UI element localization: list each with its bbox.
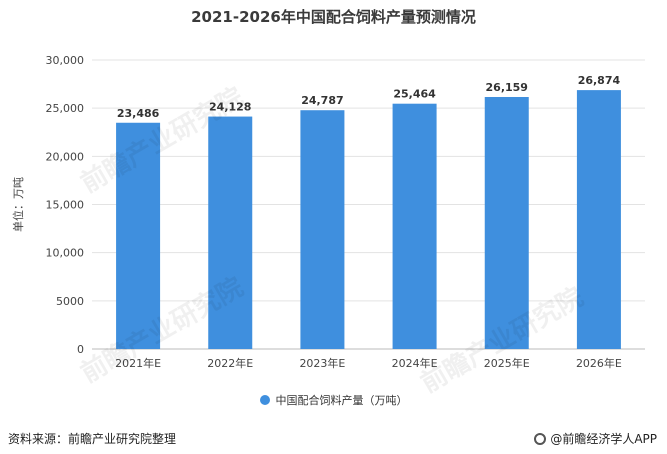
data-label: 24,787	[301, 94, 343, 107]
chart-title: 2021-2026年中国配合饲料产量预测情况	[191, 8, 476, 26]
y-tick-label: 20,000	[46, 150, 85, 163]
x-tick-label: 2023年E	[299, 356, 345, 370]
bar	[300, 110, 345, 349]
bar	[484, 97, 529, 349]
legend-swatch	[259, 395, 270, 405]
x-tick-label: 2021年E	[115, 356, 161, 370]
x-tick-label: 2025年E	[484, 356, 530, 370]
data-label: 26,159	[486, 81, 528, 94]
x-tick-label: 2024年E	[392, 356, 438, 370]
y-tick-label: 10,000	[46, 247, 85, 260]
bar	[208, 116, 253, 350]
y-tick-label: 25,000	[46, 102, 85, 115]
y-axis-label: 单位：万吨	[11, 177, 25, 232]
y-tick-label: 15,000	[46, 199, 85, 212]
y-tick-label: 0	[77, 343, 84, 356]
brand-credit-text: @前瞻经济学人APP	[550, 432, 657, 446]
data-label: 24,128	[209, 101, 251, 114]
y-tick-label: 5000	[56, 295, 84, 308]
data-label: 23,486	[117, 107, 160, 120]
data-label: 26,874	[578, 74, 621, 87]
bar	[576, 90, 621, 349]
legend-label: 中国配合饲料产量（万吨）	[275, 394, 408, 407]
y-tick-label: 30,000	[46, 54, 85, 67]
data-label: 25,464	[393, 88, 436, 101]
source-note: 资料来源：前瞻产业研究院整理	[8, 432, 177, 446]
bar	[116, 122, 161, 350]
brand-logo-icon	[534, 432, 547, 445]
brand-credit: @前瞻经济学人APP	[534, 430, 657, 447]
bar	[392, 103, 437, 349]
x-tick-label: 2026年E	[576, 356, 622, 370]
legend: 中国配合饲料产量（万吨）	[0, 392, 667, 408]
x-tick-label: 2022年E	[207, 356, 253, 370]
